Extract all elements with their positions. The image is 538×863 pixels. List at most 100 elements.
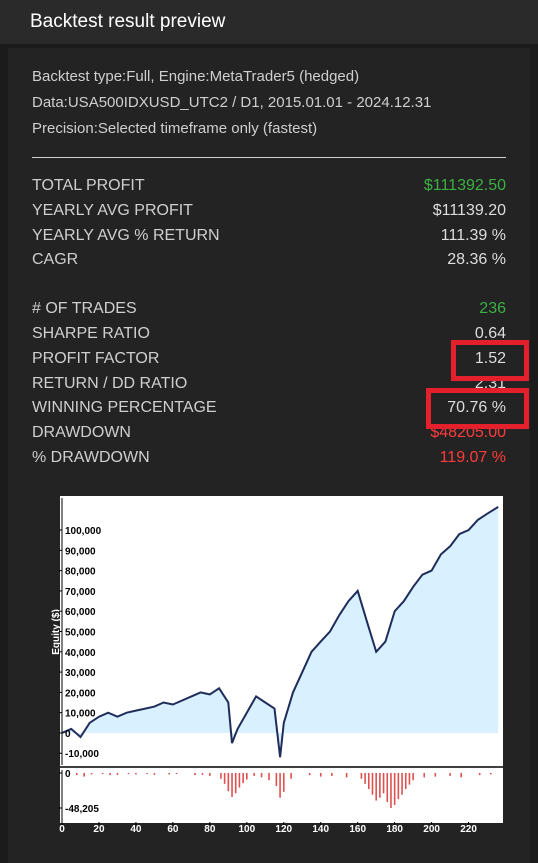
drawdown-bar — [449, 772, 451, 776]
drawdown-bar — [220, 772, 222, 779]
drawdown-bar — [434, 772, 437, 777]
y-tick-label: 0 — [65, 729, 71, 740]
drawdown-bar — [375, 772, 377, 801]
drawdown-bar — [268, 772, 270, 781]
highlight-box — [451, 340, 529, 381]
drawdown-bar — [234, 772, 237, 794]
drawdown-bar — [279, 772, 281, 798]
drawdown-bar — [75, 772, 78, 776]
y-tick-label: 40,000 — [65, 648, 96, 659]
stat-value: 119.07 % — [439, 449, 506, 466]
drawdown-bar — [109, 772, 111, 776]
stat-value: 0.64 — [474, 325, 506, 342]
drawdown-bar — [246, 772, 248, 780]
stat-row: SHARPE RATIO 0.64 — [32, 325, 506, 349]
drawdown-bar — [367, 772, 370, 789]
drawdown-bar — [308, 772, 311, 776]
drawdown-bar — [101, 772, 104, 775]
drawdown-bar — [116, 772, 119, 775]
stat-label: # OF TRADES — [32, 300, 137, 318]
divider — [32, 157, 506, 158]
drawdown-bar — [201, 772, 204, 775]
y-tick-label: 0 — [65, 769, 71, 780]
drawdown-bar — [382, 772, 385, 794]
stat-row: WINNING PERCENTAGE 70.76 % — [32, 399, 506, 423]
drawdown-bar — [404, 772, 407, 789]
drawdown-bar — [231, 772, 233, 797]
drawdown-bar — [153, 772, 156, 775]
stat-label: YEARLY AVG % RETURN — [32, 226, 220, 244]
x-tick-label: 220 — [460, 824, 477, 835]
drawdown-bar — [397, 772, 400, 800]
y-tick-label: -48,205 — [65, 804, 99, 815]
info-line: Backtest type:Full, Engine:MetaTrader5 (… — [32, 68, 360, 85]
drawdown-bar — [386, 772, 389, 803]
drawdown-bar — [345, 772, 348, 778]
drawdown-bar — [401, 772, 403, 795]
stat-label: % DRAWDOWN — [32, 449, 150, 466]
drawdown-bar — [478, 772, 481, 776]
x-tick-label: 60 — [167, 824, 179, 835]
x-tick-label: 100 — [238, 824, 255, 835]
stat-value: 70.76 % — [447, 399, 506, 417]
drawdown-bar — [253, 772, 256, 776]
y-tick-label: 10,000 — [65, 709, 96, 720]
drawdown-bar — [379, 772, 381, 798]
stat-value: 1.52 — [474, 349, 506, 367]
drawdown-bar — [260, 772, 263, 778]
stat-label: CAGR — [32, 251, 79, 269]
stat-row: # OF TRADES 236 — [32, 300, 506, 324]
stat-label: RETURN / DD RATIO — [32, 374, 188, 392]
info-line: Precision:Selected timeframe only (faste… — [32, 120, 318, 137]
stat-value: 28.36 % — [447, 251, 506, 269]
stat-label: TOTAL PROFIT — [32, 177, 145, 194]
info-line: Data:USA500IDXUSD_UTC2 / D1, 2015.01.01 … — [32, 94, 432, 111]
y-axis-label: Equity ($) — [51, 609, 62, 655]
drawdown-bar — [290, 772, 292, 779]
stat-value: $11139.20 — [432, 201, 506, 219]
drawdown-bar — [360, 772, 363, 779]
x-tick-label: 40 — [130, 824, 142, 835]
drawdown-bar — [364, 772, 366, 784]
drawdown-bar — [146, 772, 148, 775]
stat-label: SHARPE RATIO — [32, 325, 150, 342]
x-tick-label: 80 — [204, 824, 216, 835]
y-tick-label: 80,000 — [65, 567, 96, 578]
stat-label: DRAWDOWN — [32, 424, 131, 442]
stat-value: 111.39 % — [440, 226, 506, 244]
drawdown-bar — [227, 772, 230, 792]
drawdown-bar — [223, 772, 226, 784]
drawdown-bar — [390, 772, 392, 808]
drawdown-bar — [423, 772, 426, 778]
y-tick-label: 90,000 — [65, 546, 96, 557]
drawdown-bar — [460, 772, 462, 778]
title: Backtest result preview — [30, 11, 226, 32]
x-tick-label: 200 — [423, 824, 440, 835]
drawdown-bar — [83, 772, 85, 777]
highlight-box — [426, 388, 529, 429]
drawdown-bar — [408, 772, 411, 785]
stat-row: PROFIT FACTOR 1.52 — [32, 350, 506, 374]
drawdown-bar — [331, 772, 333, 776]
stat-label: PROFIT FACTOR — [32, 349, 160, 367]
x-tick-label: 0 — [59, 824, 65, 835]
stat-row: YEARLY AVG PROFIT $11139.20 — [32, 202, 506, 226]
y-tick-label: -10,000 — [65, 749, 99, 760]
stat-label: WINNING PERCENTAGE — [32, 399, 217, 417]
drawdown-bar — [175, 772, 178, 775]
y-tick-label: 60,000 — [65, 607, 96, 618]
y-tick-label: 70,000 — [65, 587, 96, 598]
stat-row: YEARLY AVG % RETURN 111.39 % — [32, 227, 506, 251]
drawdown-bar — [168, 772, 170, 775]
drawdown-bar — [275, 772, 278, 787]
stat-label: YEARLY AVG PROFIT — [32, 201, 193, 219]
drawdown-bar — [282, 772, 285, 792]
y-tick-label: 30,000 — [65, 668, 96, 679]
stat-value: $111392.50 — [423, 177, 506, 194]
y-tick-label: 100,000 — [65, 526, 102, 537]
drawdown-bar — [194, 772, 196, 776]
drawdown-bar — [393, 772, 396, 805]
stat-row: CAGR 28.36 % — [32, 251, 506, 275]
